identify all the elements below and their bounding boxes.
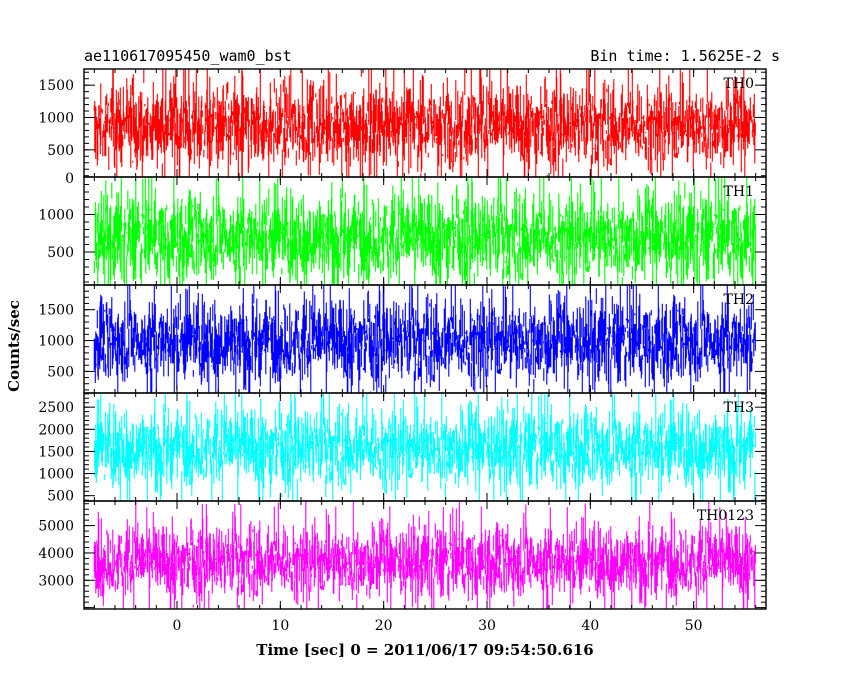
y-tick-label: 500 <box>47 143 74 159</box>
x-tick-label: 10 <box>271 618 289 634</box>
panel-th0123: 3000 4000 5000 TH0123 <box>38 500 767 610</box>
y-tick-label: 2500 <box>38 400 74 416</box>
x-tick-label: 0 <box>173 618 182 634</box>
x-tick-label: 40 <box>581 618 599 634</box>
y-axis-title: Counts/sec <box>5 300 23 392</box>
y-tick-label: 1000 <box>38 208 74 224</box>
x-axis: 0 10 20 30 40 50 <box>173 618 703 634</box>
y-tick-label: 5000 <box>38 519 74 535</box>
bin-time-label: Bin time: 1.5625E-2 s <box>590 47 780 65</box>
x-tick-label: 30 <box>478 618 496 634</box>
panel-th3: 500 1000 1500 2000 2500 TH3 <box>38 392 767 505</box>
y-tick-label: 2000 <box>38 422 74 438</box>
panel-th1: 500 1000 TH1 <box>38 176 767 286</box>
y-tick-label: 3000 <box>38 573 74 589</box>
series-line-th3 <box>93 393 756 501</box>
panel-name-label: TH3 <box>724 400 754 416</box>
y-tick-label: 500 <box>47 245 74 261</box>
series-line-th1 <box>93 177 756 285</box>
figure-title: ae110617095450_wam0_bst <box>84 47 292 65</box>
panel-name-label: TH1 <box>724 184 754 200</box>
y-tick-label: 1500 <box>38 444 74 460</box>
y-tick-label: 1000 <box>38 334 74 350</box>
y-tick-label: 1000 <box>38 111 74 127</box>
y-tick-label: 1500 <box>38 78 74 94</box>
series-line-th0 <box>93 69 756 177</box>
panel-name-label: TH0123 <box>697 508 754 524</box>
y-tick-label: 1500 <box>38 303 74 319</box>
y-tick-label-zero: 0 <box>65 171 74 187</box>
x-tick-label: 20 <box>375 618 393 634</box>
panel-th0: 500 1000 1500 TH0 0 <box>38 68 767 187</box>
y-tick-label: 1000 <box>38 467 74 483</box>
y-tick-label: 500 <box>47 364 74 380</box>
panel-name-label: TH2 <box>724 292 754 308</box>
series-line-th0123 <box>93 501 756 609</box>
panel-th2: 500 1000 1500 TH2 <box>38 284 767 394</box>
x-tick-label: 50 <box>685 618 703 634</box>
x-axis-title: Time [sec] 0 = 2011/06/17 09:54:50.616 <box>256 641 593 659</box>
panel-name-label: TH0 <box>724 76 754 92</box>
series-line-th2 <box>93 285 756 393</box>
y-tick-label: 500 <box>47 489 74 505</box>
y-tick-label: 4000 <box>38 546 74 562</box>
